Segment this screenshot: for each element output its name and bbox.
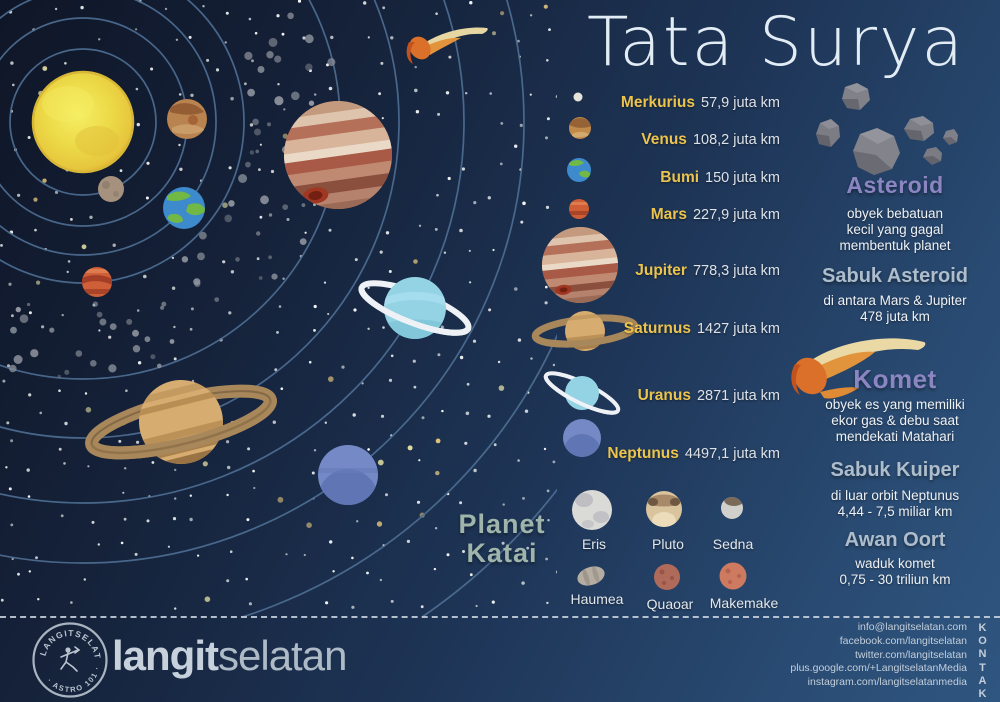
venus-icon <box>569 117 591 139</box>
planet-distance: 4497,1 juta km <box>684 446 780 462</box>
rock <box>923 147 942 165</box>
planet-row-jupiter: Jupiter 778,3 juta km <box>635 262 780 282</box>
planet-distance: 108,2 juta km <box>692 132 780 148</box>
planet-row-uranus: Uranus 2871 juta km <box>638 387 780 407</box>
planet-name: Mars <box>650 206 687 223</box>
asteroid-rocks-illustration <box>816 83 958 175</box>
planet-row-bumi: Bumi 150 juta km <box>660 169 780 189</box>
rock <box>816 119 840 147</box>
dwarf-label-eris: Eris <box>581 536 607 552</box>
neptunus-icon <box>563 419 601 457</box>
comet-right-illustration <box>791 338 926 399</box>
sun-illustration <box>31 70 135 174</box>
asteroid-heading: Asteroid <box>846 172 944 198</box>
planet-name: Neptunus <box>607 445 679 462</box>
venus-illustration <box>167 99 207 139</box>
merkurius-illustration <box>98 176 124 202</box>
planet-row-neptunus: Neptunus 4497,1 juta km <box>607 445 780 465</box>
planet-distance: 57,9 juta km <box>701 95 780 111</box>
logotype-bold-part: langit <box>112 632 219 679</box>
planet-row-mars: Mars 227,9 juta km <box>651 206 780 226</box>
rock <box>904 116 934 141</box>
sabuk-asteroid-description: di antara Mars & Jupiter 478 juta km <box>823 293 967 324</box>
planet-katai-heading: Planet Katai <box>458 509 546 568</box>
contact-list: info@langitselatan.com facebook.com/lang… <box>790 621 967 690</box>
jupiter-illustration <box>277 94 399 216</box>
planet-distance: 1427 juta km <box>696 321 780 337</box>
komet-heading: Komet <box>853 364 937 394</box>
makemake-illustration <box>719 562 747 590</box>
asteroid-description: obyek bebatuan kecil yang gagal membentu… <box>839 206 951 253</box>
planet-name: Saturnus <box>623 320 691 337</box>
komet-description: obyek es yang memiliki ekor gas & debu s… <box>825 397 965 444</box>
planet-name: Venus <box>641 131 687 148</box>
dwarf-label-quaoar: Quaoar <box>646 596 694 612</box>
planet-name: Jupiter <box>635 262 687 279</box>
planet-distance: 227,9 juta km <box>692 207 780 223</box>
kontak-vertical-label: KONTAK <box>978 622 987 701</box>
planet-name: Merkurius <box>620 94 695 111</box>
sabuk-kuiper-heading: Sabuk Kuiper <box>830 459 960 481</box>
quaoar-illustration <box>654 564 680 590</box>
planet-row-saturnus: Saturnus 1427 juta km <box>624 320 780 340</box>
mars-icon <box>569 199 589 219</box>
rock <box>842 83 870 110</box>
archer-figure-icon <box>60 646 81 672</box>
jupiter-icon <box>538 223 622 307</box>
dwarf-planet-illustrations <box>572 490 747 590</box>
contact-email: info@langitselatan.com <box>857 621 967 633</box>
asteroid-belt-dots <box>9 12 339 379</box>
planet-scale-icons <box>531 92 639 457</box>
planet-name: Bumi <box>660 169 700 186</box>
planet-distance: 150 juta km <box>705 170 780 186</box>
dwarf-label-haumea: Haumea <box>570 591 624 607</box>
awan-oort-description: waduk komet 0,75 - 30 triliun km <box>839 556 951 587</box>
logotype-light-part: selatan <box>218 632 347 679</box>
uranus-icon <box>543 371 621 415</box>
bumi-icon <box>567 158 591 182</box>
contact-facebook: facebook.com/langitselatan <box>839 634 967 647</box>
langitselatan-stamp-logo: LANGITSELATAN · ASTRO 101 · <box>31 621 108 698</box>
langitselatan-logotype: langitselatan <box>112 632 347 679</box>
eris-illustration <box>572 490 612 530</box>
left-space-panel <box>0 0 557 616</box>
page-title: Tata Surya <box>586 3 966 82</box>
bumi-illustration <box>163 187 205 229</box>
sabuk-kuiper-description: di luar orbit Neptunus 4,44 - 7,5 miliar… <box>830 488 960 519</box>
comet-left-illustration <box>406 27 488 64</box>
stamp-bottom-text: · ASTRO 101 · <box>45 665 100 695</box>
planet-row-merkurius: Merkurius 57,9 juta km <box>621 94 780 114</box>
uranus-illustration <box>358 277 472 339</box>
rock <box>943 129 958 145</box>
awan-oort-heading: Awan Oort <box>844 529 946 551</box>
pluto-illustration <box>646 491 682 527</box>
rock <box>853 128 900 175</box>
dashed-divider <box>0 616 1000 618</box>
contact-googleplus: plus.google.com/+LangitselatanMedia <box>790 662 967 675</box>
dwarf-label-makemake: Makemake <box>709 595 779 611</box>
sedna-illustration <box>721 497 743 519</box>
svg-text:· ASTRO 101 ·: · ASTRO 101 · <box>45 665 101 695</box>
dwarf-label-sedna: Sedna <box>712 536 754 552</box>
contact-twitter: twitter.com/langitselatan <box>854 648 967 661</box>
saturnus-icon <box>531 311 639 351</box>
dwarf-label-pluto: Pluto <box>652 536 684 552</box>
merkurius-icon <box>573 92 583 102</box>
planet-distance: 2871 juta km <box>696 388 780 404</box>
contact-instagram: instagram.com/langitselatanmedia <box>807 676 967 689</box>
planet-distance: 778,3 juta km <box>692 263 780 279</box>
planet-name: Uranus <box>637 387 691 404</box>
sabuk-asteroid-heading: Sabuk Asteroid <box>822 265 968 287</box>
planet-row-venus: Venus 108,2 juta km <box>641 131 780 151</box>
neptunus-illustration <box>318 445 378 505</box>
haumea-illustration <box>577 566 605 586</box>
mars-illustration <box>82 267 112 297</box>
